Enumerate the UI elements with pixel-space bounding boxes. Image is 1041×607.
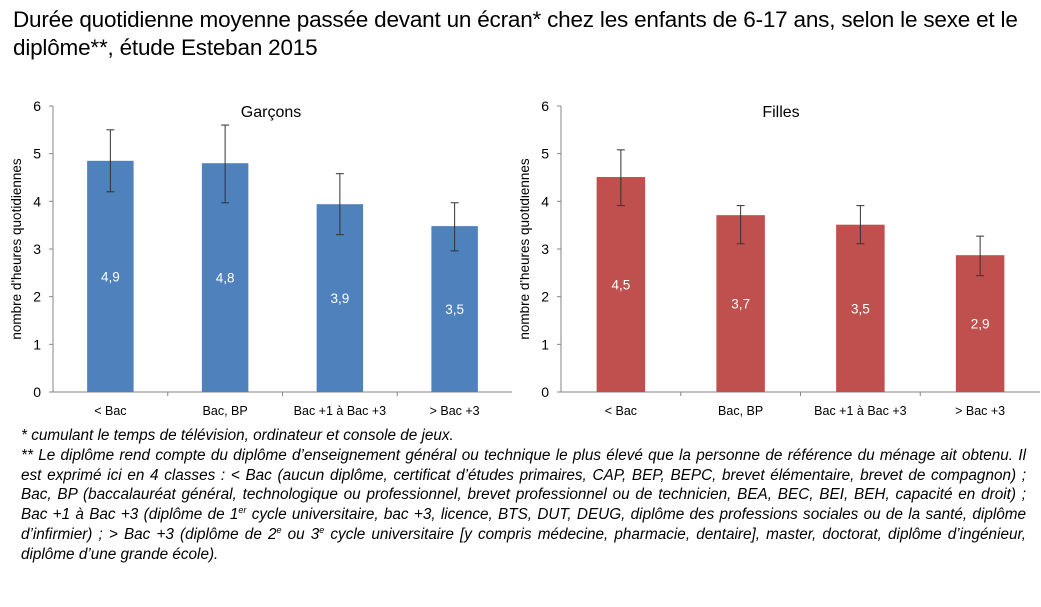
x-tick-label: > Bac +3 xyxy=(955,404,1005,418)
y-tick-label: 1 xyxy=(541,336,549,352)
y-tick-label: 6 xyxy=(33,98,41,114)
data-label: 2,9 xyxy=(971,317,990,332)
y-tick-label: 2 xyxy=(33,289,41,305)
data-label: 3,5 xyxy=(851,301,870,316)
bar xyxy=(431,226,478,392)
bar xyxy=(836,224,885,392)
footnote-2-part-b: cycle universitaire, bac +3, licence, BT… xyxy=(21,506,1026,543)
chart-title: Garçons xyxy=(241,104,301,121)
y-tick-label: 3 xyxy=(33,241,41,257)
y-axis-label: nombre d'heures quotidiennes xyxy=(520,158,532,339)
x-tick-label: Bac, BP xyxy=(718,404,763,418)
footnote-2-part-a: ** Le diplôme rend compte du diplôme d’e… xyxy=(21,446,1026,524)
plot-area: 0 1 2 3 4 5 6 nombre d'heures quotidiennes Garço… xyxy=(9,98,512,418)
bar xyxy=(316,204,364,392)
y-tick-label: 6 xyxy=(541,98,549,114)
y-tick-label: 4 xyxy=(541,193,549,209)
y-tick-label: 5 xyxy=(33,146,41,162)
y-tick-label: 0 xyxy=(33,384,41,400)
data-label: 4,5 xyxy=(611,278,630,293)
chart-garcons: 0 1 2 3 4 5 6 nombre d'heures quotidiennes Garço… xyxy=(9,98,512,418)
footnote-sup: er xyxy=(238,505,247,516)
y-axis-label: nombre d'heures quotidiennes xyxy=(9,158,24,339)
y-tick-label: 1 xyxy=(33,336,41,352)
plot-area: 0 1 2 3 4 5 6 nombre d'heures quotidiennes Fille… xyxy=(520,98,1040,418)
footnote-2-part-d: cycle universitaire [y compris médecine,… xyxy=(21,525,1026,563)
y-tick-label: 3 xyxy=(541,241,549,257)
footnote-2-part-c: ou 3 xyxy=(281,525,320,543)
footnote-sup: e xyxy=(276,524,282,535)
data-label: 4,8 xyxy=(216,271,235,286)
bar xyxy=(955,255,1005,392)
data-label: 3,7 xyxy=(731,297,750,312)
y-tick-label: 2 xyxy=(541,289,549,305)
chart-filles: 0 1 2 3 4 5 6 nombre d'heures quotidiennes Fille… xyxy=(520,98,1040,418)
footnote-1: * cumulant le temps de télévision, ordin… xyxy=(21,427,454,444)
footnotes: * cumulant le temps de télévision, ordin… xyxy=(21,426,1026,565)
x-tick-label: > Bac +3 xyxy=(430,404,480,418)
y-tick-label: 0 xyxy=(541,384,549,400)
y-tick-label: 4 xyxy=(33,193,41,209)
y-tick-label: 5 xyxy=(541,146,549,162)
data-label: 4,9 xyxy=(101,269,120,284)
chart-title: Filles xyxy=(762,104,799,121)
x-tick-label: < Bac xyxy=(605,404,637,418)
footnote-sup: e xyxy=(319,524,325,535)
bar xyxy=(716,215,765,392)
data-label: 3,9 xyxy=(330,291,349,306)
x-tick-label: Bac +1 à Bac +3 xyxy=(294,404,386,418)
bar xyxy=(87,160,134,392)
x-tick-label: Bac, BP xyxy=(203,404,248,418)
bar xyxy=(596,177,646,392)
data-label: 3,5 xyxy=(445,302,464,317)
x-tick-label: < Bac xyxy=(94,404,126,418)
page-title: Durée quotidienne moyenne passée devant … xyxy=(13,7,1018,60)
footnote-2: ** Le diplôme rend compte du diplôme d’e… xyxy=(21,446,1026,565)
x-tick-label: Bac +1 à Bac +3 xyxy=(814,404,906,418)
